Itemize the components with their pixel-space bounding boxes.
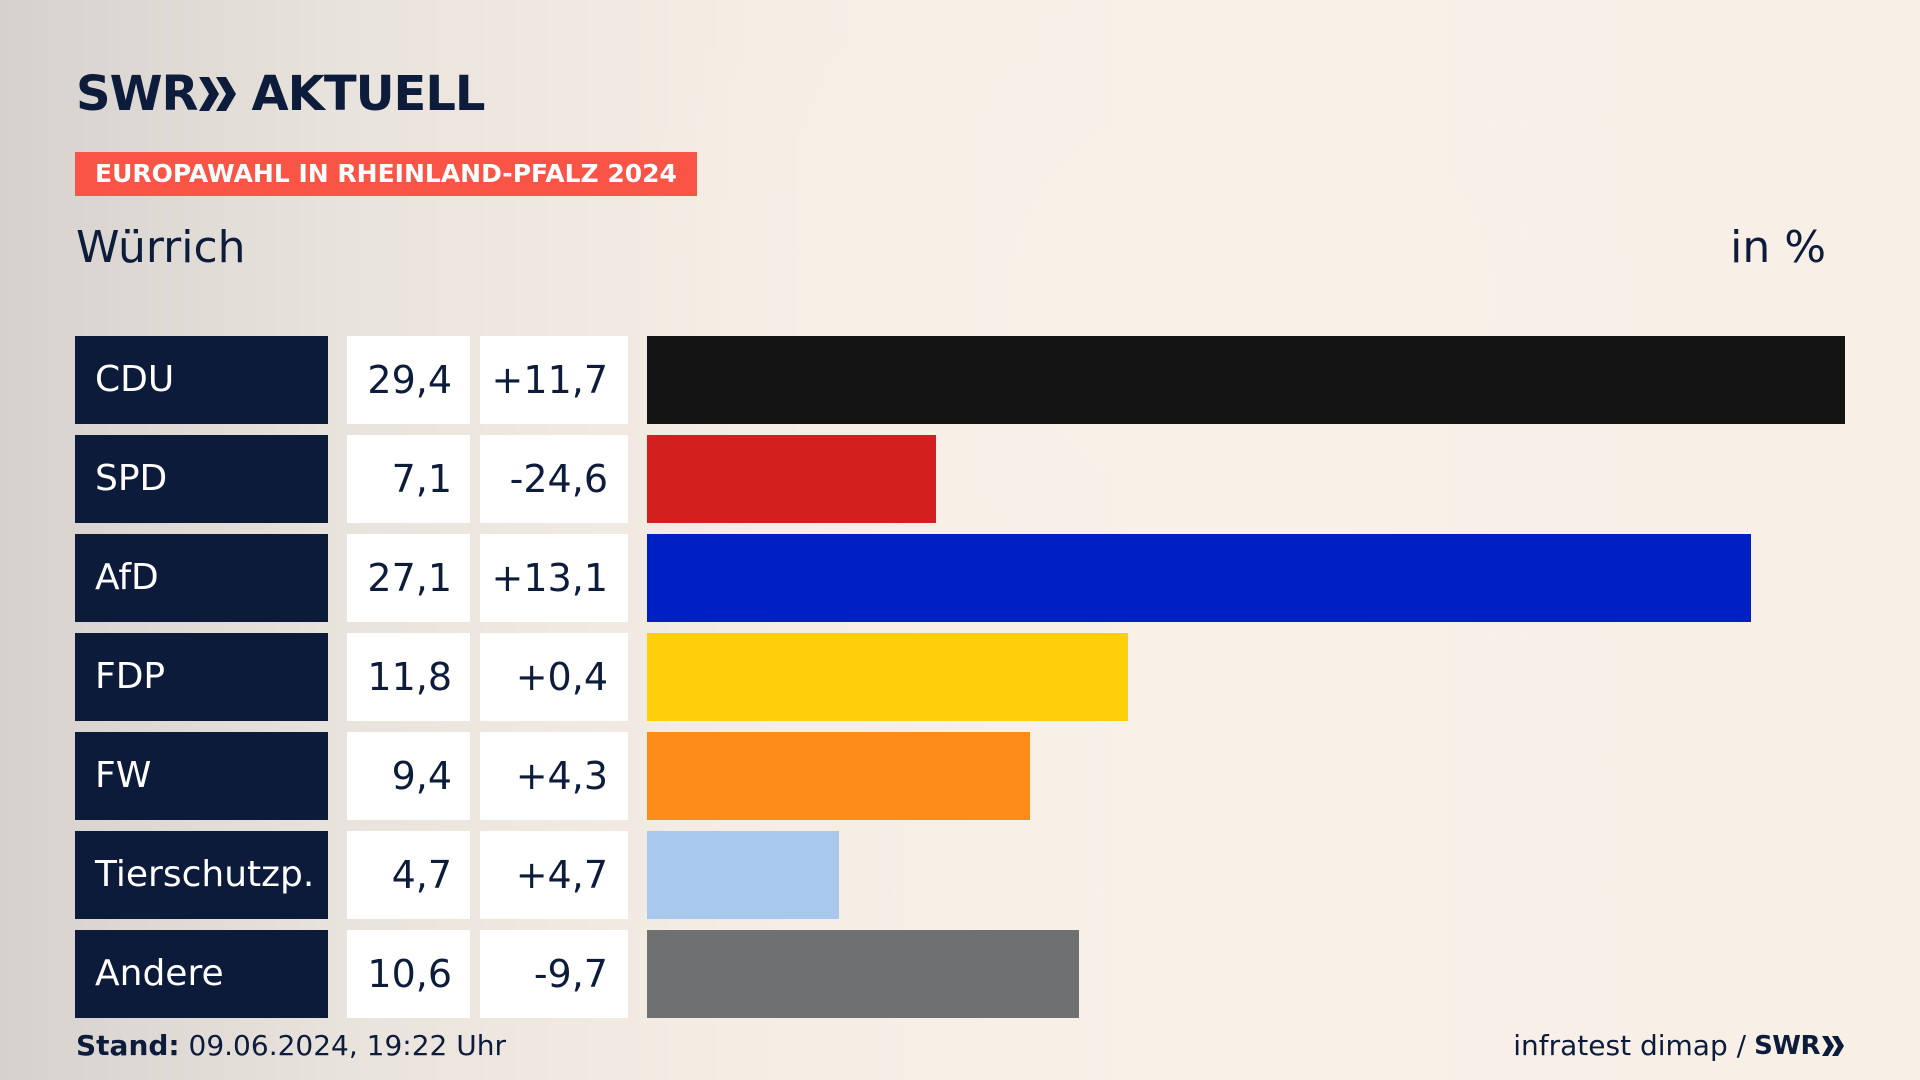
stand-value: 09.06.2024, 19:22 Uhr <box>188 1029 506 1062</box>
result-bar <box>647 930 1079 1018</box>
result-row: FDP 11,8 +0,4 <box>75 633 1845 721</box>
result-bar <box>647 633 1128 721</box>
double-chevron-small-icon <box>1822 1036 1844 1056</box>
source-credit: infratest dimap / SWR <box>1513 1028 1844 1064</box>
logo-swr-text: SWR <box>76 66 198 122</box>
stand-label: Stand: <box>76 1029 180 1062</box>
result-row: CDU 29,4 +11,7 <box>75 336 1845 424</box>
vote-share-label: 27,1 <box>347 534 470 622</box>
result-bar <box>647 336 1845 424</box>
source-brand: SWR <box>1754 1031 1820 1061</box>
unit-label: in % <box>1730 222 1826 273</box>
change-label: +0,4 <box>480 633 628 721</box>
vote-share-label: 9,4 <box>347 732 470 820</box>
vote-share-label: 11,8 <box>347 633 470 721</box>
result-bar <box>647 732 1030 820</box>
change-label: +13,1 <box>480 534 628 622</box>
logo-aktuell-text: AKTUELL <box>251 66 485 122</box>
result-row: FW 9,4 +4,3 <box>75 732 1845 820</box>
result-bar <box>647 534 1751 622</box>
vote-share-label: 10,6 <box>347 930 470 1018</box>
party-label: Tierschutzp. <box>75 831 328 919</box>
swr-aktuell-logo: SWR AKTUELL <box>76 64 486 124</box>
change-label: -24,6 <box>480 435 628 523</box>
vote-share-label: 4,7 <box>347 831 470 919</box>
result-bar <box>647 831 839 919</box>
region-title: Würrich <box>76 222 246 273</box>
double-chevron-icon <box>199 77 237 111</box>
change-label: +4,7 <box>480 831 628 919</box>
party-label: CDU <box>75 336 328 424</box>
change-label: +4,3 <box>480 732 628 820</box>
result-row: Andere 10,6 -9,7 <box>75 930 1845 1018</box>
result-row: Tierschutzp. 4,7 +4,7 <box>75 831 1845 919</box>
change-label: +11,7 <box>480 336 628 424</box>
change-label: -9,7 <box>480 930 628 1018</box>
result-row: SPD 7,1 -24,6 <box>75 435 1845 523</box>
party-label: Andere <box>75 930 328 1018</box>
election-tag: EUROPAWAHL IN RHEINLAND-PFALZ 2024 <box>75 152 697 196</box>
party-label: AfD <box>75 534 328 622</box>
stand-timestamp: Stand: 09.06.2024, 19:22 Uhr <box>76 1028 506 1064</box>
party-label: FDP <box>75 633 328 721</box>
vote-share-label: 29,4 <box>347 336 470 424</box>
party-label: FW <box>75 732 328 820</box>
party-label: SPD <box>75 435 328 523</box>
result-bar <box>647 435 936 523</box>
source-text: infratest dimap / <box>1513 1029 1747 1062</box>
result-row: AfD 27,1 +13,1 <box>75 534 1845 622</box>
vote-share-label: 7,1 <box>347 435 470 523</box>
